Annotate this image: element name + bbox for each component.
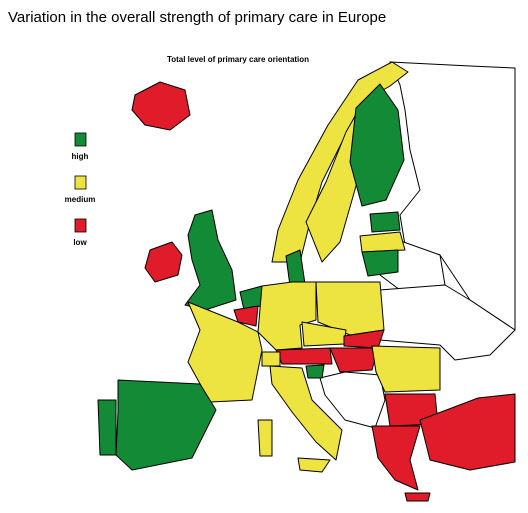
region [329, 347, 379, 373]
region [257, 281, 317, 351]
region [257, 419, 273, 457]
region [379, 284, 516, 361]
legend-label: high [72, 152, 89, 161]
region [305, 364, 325, 379]
legend-label: medium [65, 195, 96, 204]
region [275, 347, 333, 365]
legend-swatch [74, 218, 87, 233]
page-title: Variation in the overall strength of pri… [8, 9, 386, 26]
region [419, 393, 516, 471]
region [233, 305, 259, 327]
legend-swatch [74, 175, 87, 190]
region [269, 365, 343, 461]
legend: high medium low [65, 132, 96, 247]
map [97, 61, 516, 502]
region [115, 379, 217, 471]
map-title: Total level of primary care orientation [167, 55, 309, 64]
region [131, 81, 191, 131]
region [319, 371, 386, 429]
region [144, 241, 183, 283]
region [261, 351, 281, 367]
region [404, 492, 431, 502]
region [184, 209, 237, 311]
region [371, 425, 421, 491]
legend-label: low [73, 238, 87, 247]
region [369, 211, 401, 233]
legend-swatch [74, 132, 87, 147]
region [371, 345, 441, 393]
region [187, 301, 263, 403]
region [97, 399, 117, 456]
region [297, 457, 331, 473]
region [359, 231, 406, 253]
region [349, 83, 405, 207]
region [361, 249, 399, 277]
